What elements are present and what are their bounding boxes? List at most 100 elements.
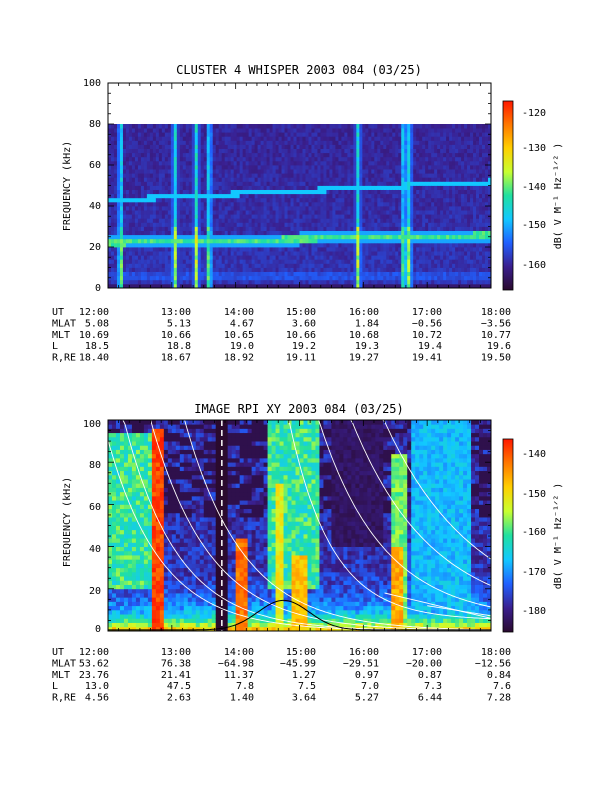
spectrogram-cell [116, 189, 121, 195]
spectrogram-cell [410, 128, 414, 133]
spectrogram-cell [320, 148, 324, 154]
spectrogram-cell [260, 189, 264, 195]
spectrogram-cell [308, 247, 312, 252]
spectrogram-cell [377, 156, 381, 162]
spectrogram-cell [233, 128, 238, 133]
spectrogram-cell [335, 251, 339, 256]
spectrogram-cell [437, 193, 441, 199]
spectrogram-cell [116, 173, 121, 178]
spectrogram-cell [296, 169, 300, 174]
spectrogram-cell [203, 173, 208, 178]
spectrogram-cell [332, 230, 336, 236]
spectrogram-cell [326, 169, 330, 174]
spectrogram-cell [263, 124, 267, 129]
spectrogram-cell [302, 267, 306, 272]
spectrogram-cell [299, 185, 303, 190]
spectrogram-cell [464, 144, 468, 149]
spectrogram-cell [155, 210, 160, 215]
spectrogram-cell [308, 255, 312, 260]
spectrogram-cell [125, 234, 130, 240]
spectrogram-cell [392, 247, 396, 252]
spectrogram-cell [398, 177, 402, 182]
spectrogram-cell [326, 136, 330, 141]
spectrogram-cell [287, 263, 291, 268]
spectrogram-cell [317, 247, 321, 252]
spectrogram-cell [320, 193, 324, 199]
spectrogram-cell [206, 218, 211, 223]
spectrogram-cell [305, 197, 309, 203]
spectrogram-cell [182, 140, 187, 145]
spectrogram-cell [173, 230, 178, 236]
spectrogram-cell [425, 247, 429, 252]
spectrogram-cell [479, 230, 483, 236]
spectrogram-cell [176, 234, 181, 240]
spectrogram-cell [224, 136, 229, 141]
spectrogram-cell [329, 242, 333, 248]
spectrogram-cell [278, 148, 282, 154]
spectrogram-cell [404, 230, 408, 236]
spectrogram-cell [455, 201, 459, 207]
spectrogram-cell [389, 148, 393, 154]
spectrogram-cell [479, 279, 483, 285]
spectrogram-cell [434, 222, 438, 227]
spectrogram-cell [371, 173, 375, 178]
spectrogram-cell [194, 206, 199, 211]
spectrogram-cell [134, 259, 139, 264]
spectrogram-cell [431, 210, 435, 215]
spectrogram-cell [416, 251, 420, 256]
spectrogram-cell [260, 255, 264, 260]
spectrogram-cell [470, 169, 474, 174]
spectrogram-cell [203, 201, 208, 207]
spectrogram-cell [221, 263, 226, 268]
spectrogram-cell [461, 210, 465, 215]
spectrogram-cell [185, 259, 190, 264]
spectrogram-cell [341, 165, 345, 170]
spectrogram-cell [443, 132, 447, 137]
spectrogram-cell [344, 210, 348, 215]
spectrogram-cell [161, 226, 166, 231]
spectrogram-cell [308, 259, 312, 264]
spectrogram-cell [353, 160, 357, 166]
spectrogram-cell [182, 128, 187, 133]
spectrogram-cell [167, 132, 172, 137]
spectrogram-cell [137, 132, 142, 137]
spectrogram-cell [404, 222, 408, 227]
spectrogram-cell [251, 197, 256, 203]
spectrogram-cell [131, 148, 136, 154]
spectrogram-cell [239, 234, 244, 240]
spectrogram-cell [170, 201, 175, 207]
spectrogram-cell [209, 214, 214, 219]
spectrogram-cell [425, 267, 429, 272]
spectrogram-cell [476, 189, 480, 195]
spectrogram-cell [479, 201, 483, 207]
spectrogram-cell [215, 271, 220, 277]
spectrogram-cell [467, 169, 471, 174]
spectrogram-cell [299, 181, 303, 186]
spectrogram-cell [200, 206, 205, 211]
spectrogram-cell [143, 222, 148, 227]
spectrogram-cell [428, 144, 432, 149]
spectrogram-cell [125, 156, 130, 162]
spectrogram-cell [437, 177, 441, 182]
spectrogram-cell [359, 234, 363, 240]
spectrogram-cell [452, 206, 456, 211]
spectrogram-cell [311, 136, 315, 141]
spectrogram-cell [236, 193, 241, 199]
spectrogram-cell [251, 193, 256, 199]
spectrogram-cell [338, 222, 342, 227]
spectrogram-cell [410, 165, 414, 170]
spectrogram-cell [167, 144, 172, 149]
spectrogram-cell [173, 275, 178, 281]
spectrogram-cell [359, 210, 363, 215]
spectrogram-cell [158, 156, 163, 162]
spectrogram-cell [470, 275, 474, 281]
spectrogram-cell [347, 197, 351, 203]
spectrogram-cell [254, 259, 259, 264]
spectrogram-cell [236, 165, 241, 170]
spectrogram-cell [218, 275, 223, 281]
spectrogram-cell [353, 124, 357, 129]
spectrogram-cell [323, 218, 327, 223]
spectrogram-cell [401, 152, 405, 158]
spectrogram-cell [242, 136, 247, 141]
spectrogram-cell [182, 218, 187, 223]
